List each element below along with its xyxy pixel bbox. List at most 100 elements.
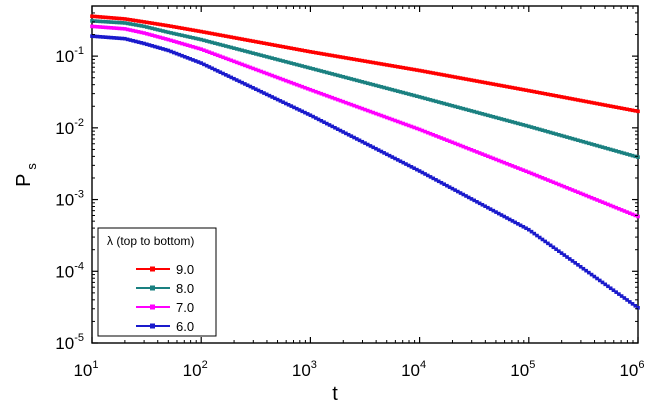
series-point: [112, 20, 116, 25]
series-point: [270, 95, 274, 99]
series-point: [90, 24, 94, 29]
series-point: [330, 95, 335, 100]
series-point: [401, 65, 406, 70]
series-point: [196, 60, 201, 64]
series-point: [488, 155, 493, 160]
series-point: [513, 120, 517, 125]
series-layer: [90, 14, 640, 310]
series-point: [196, 46, 201, 51]
series-point: [245, 38, 250, 42]
series-point: [385, 63, 389, 67]
series-point: [213, 32, 217, 36]
series-point: [278, 44, 283, 49]
series-point: [453, 188, 457, 192]
series-point: [425, 70, 430, 74]
series-point: [128, 22, 133, 26]
series-point: [289, 46, 294, 51]
series-point: [196, 29, 201, 33]
series-point: [491, 82, 496, 86]
series-point: [475, 200, 479, 204]
series-point: [622, 209, 627, 213]
series-point: [341, 74, 345, 79]
series-point: [477, 151, 482, 155]
series-point: [106, 20, 111, 24]
series-point: [507, 217, 512, 222]
series-point: [425, 173, 430, 178]
series-point: [112, 36, 116, 40]
series-point: [174, 25, 179, 30]
series-point: [360, 106, 365, 111]
series-point: [131, 38, 135, 43]
series-point: [562, 253, 567, 257]
series-point: [153, 27, 157, 31]
series-point: [483, 153, 487, 157]
series-point: [406, 66, 411, 71]
series-point: [330, 53, 335, 58]
series-point: [611, 148, 616, 153]
series-point: [297, 83, 302, 88]
series-point: [401, 121, 406, 126]
series-point: [431, 71, 436, 75]
series-point: [524, 169, 528, 174]
series-point: [379, 149, 384, 154]
series-point: [319, 69, 324, 73]
series-point: [548, 243, 553, 248]
series-point: [98, 15, 103, 19]
series-point: [376, 148, 381, 152]
series-6.0: [90, 34, 640, 310]
series-point: [494, 157, 498, 162]
series-point: [232, 76, 236, 81]
series-point: [360, 139, 365, 144]
series-point: [505, 216, 509, 220]
series-point: [199, 61, 203, 65]
series-point: [385, 152, 389, 157]
series-point: [415, 68, 419, 72]
series-point: [150, 44, 154, 48]
series-point: [166, 37, 171, 42]
series-point: [535, 90, 539, 95]
series-point: [243, 37, 247, 42]
series-point: [109, 26, 113, 30]
series-point: [494, 115, 498, 120]
series-point: [415, 167, 419, 172]
series-point: [237, 36, 242, 41]
series-point: [524, 123, 528, 128]
series-point: [537, 174, 542, 179]
series-point: [166, 30, 171, 35]
series-point: [417, 68, 422, 73]
series-point: [499, 117, 504, 121]
series-point: [636, 305, 640, 310]
series-point: [584, 99, 588, 104]
series-point: [576, 138, 580, 143]
series-point: [240, 48, 244, 53]
series-point: [592, 274, 597, 279]
series-point: [346, 101, 351, 106]
series-point: [182, 54, 187, 59]
series-point: [243, 63, 247, 68]
series-point: [240, 62, 244, 67]
series-point: [193, 59, 198, 63]
series-point: [499, 83, 504, 88]
series-point: [363, 80, 367, 85]
series-point: [305, 65, 310, 70]
series-point: [114, 20, 119, 25]
series-point: [587, 270, 591, 275]
series-point: [221, 71, 225, 76]
series-point: [191, 35, 195, 40]
series-point: [346, 56, 351, 61]
series-point: [158, 28, 163, 33]
series-point: [491, 156, 496, 161]
series-point: [445, 102, 449, 107]
series-point: [617, 149, 621, 154]
series-point: [286, 45, 291, 50]
series-point: [262, 91, 266, 95]
series-point: [436, 179, 441, 184]
series-point: [625, 210, 629, 214]
series-point: [169, 49, 173, 54]
series-point: [243, 49, 247, 53]
series-point: [134, 23, 138, 27]
series-point: [207, 39, 212, 44]
series-point: [461, 144, 466, 149]
series-point: [486, 81, 490, 85]
series-point: [486, 205, 490, 210]
